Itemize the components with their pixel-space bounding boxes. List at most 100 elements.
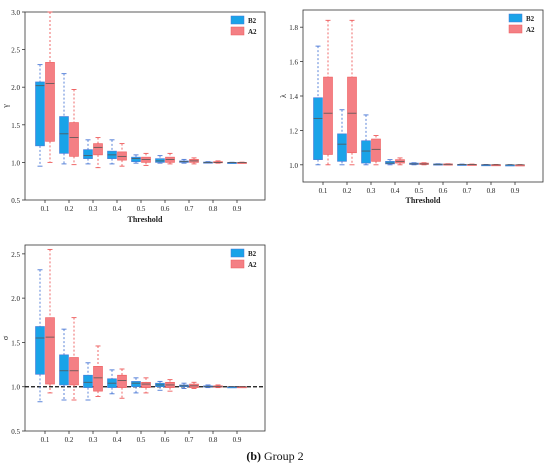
box-a2 (117, 143, 127, 167)
box-a2 (45, 248, 55, 394)
box-b2 (409, 162, 419, 166)
x-tick-label: 0.1 (41, 436, 50, 444)
y-tick-label: 1.0 (11, 384, 20, 392)
x-tick-label: 0.8 (209, 436, 218, 444)
x-axis-label: Threshold (128, 215, 164, 224)
box-a2 (45, 11, 55, 163)
box-a2 (117, 368, 127, 399)
box-a2 (419, 162, 429, 166)
y-tick-label: 2.5 (11, 47, 20, 55)
box-body (117, 374, 127, 388)
box-body (45, 62, 55, 142)
box-a2 (189, 381, 199, 389)
x-tick-label: 0.8 (209, 205, 218, 213)
box-a2 (467, 163, 477, 166)
y-tick-label: 0.5 (11, 197, 20, 205)
figure-caption: (b) Group 2 (0, 449, 550, 464)
caption-label: (b) (246, 449, 261, 463)
y-tick-label: 0.5 (11, 428, 20, 436)
box-b2 (457, 163, 467, 166)
caption-text: Group 2 (264, 449, 304, 463)
box-a2 (323, 19, 333, 166)
box-a2 (347, 19, 357, 166)
x-tick-label: 0.9 (233, 436, 242, 444)
x-tick-label: 0.4 (113, 436, 122, 444)
box-b2 (155, 380, 165, 391)
legend-label-b2: B2 (248, 250, 257, 258)
box-body (323, 76, 333, 155)
box-b2 (107, 139, 117, 165)
box-a2 (69, 89, 79, 166)
box-body (59, 116, 69, 154)
x-tick-label: 0.5 (137, 436, 146, 444)
box-b2 (361, 114, 371, 166)
box-body (93, 366, 103, 392)
x-tick-label: 0.2 (343, 187, 352, 195)
box-body (45, 317, 55, 385)
chart-panel-2: 1.0 1.2 1.4 1.6 1.8 λ 0.1 0.2 0.3 0.4 0.5 0.6 0.7 0.8… (279, 9, 544, 205)
box-b2 (35, 269, 45, 403)
x-axis-label: Threshold (406, 196, 442, 205)
box-a2 (93, 345, 103, 397)
box-a2 (165, 379, 175, 392)
box-a2 (213, 384, 223, 389)
x-tick-label: 0.7 (463, 187, 472, 195)
box-body (313, 97, 323, 160)
x-tick-label: 0.4 (113, 205, 122, 213)
box-body (131, 381, 141, 388)
legend-swatch-a2 (230, 26, 245, 36)
x-tick-label: 0.3 (89, 436, 98, 444)
box-a2 (69, 317, 79, 401)
y-axis-label: σ (1, 335, 10, 340)
box-a2 (93, 137, 103, 169)
box-b2 (505, 164, 515, 167)
box-a2 (165, 152, 175, 165)
x-tick-label: 0.8 (487, 187, 496, 195)
y-tick-label: 1.2 (289, 127, 298, 135)
legend-label-b2: B2 (526, 15, 535, 23)
box-a2 (141, 152, 151, 166)
box-body (93, 143, 103, 156)
y-tick-label: 1.6 (289, 59, 298, 67)
box-b2 (203, 384, 213, 389)
x-tick-label: 0.3 (89, 205, 98, 213)
box-body (347, 76, 357, 154)
box-a2 (237, 385, 247, 389)
box-a2 (189, 157, 199, 165)
x-tick-label: 0.2 (65, 205, 74, 213)
plot-frame (24, 11, 266, 201)
chart-panel-1: 0.5 1.0 1.5 2.0 2.5 3.0 γ 0.1 0.2 0.3 0.4 0.5 0.6 0.7… (1, 9, 266, 224)
box-b2 (59, 73, 69, 165)
box-b2 (155, 155, 165, 164)
x-tick-label: 0.5 (137, 205, 146, 213)
x-tick-label: 0.6 (161, 436, 170, 444)
x-tick-label: 0.2 (65, 436, 74, 444)
y-tick-label: 2.0 (11, 295, 20, 303)
x-tick-label: 0.4 (391, 187, 400, 195)
y-axis-label: γ (1, 104, 10, 109)
y-tick-label: 1.0 (289, 162, 298, 170)
box-b2 (59, 328, 69, 401)
box-body (83, 374, 93, 388)
y-tick-label: 2.5 (11, 251, 20, 259)
x-tick-label: 0.7 (185, 205, 194, 213)
box-b2 (481, 164, 491, 167)
box-a2 (237, 161, 247, 164)
x-tick-label: 0.1 (319, 187, 328, 195)
box-body (141, 381, 151, 388)
legend-label-b2: B2 (248, 17, 257, 25)
box-a2 (141, 377, 151, 394)
box-body (59, 354, 69, 386)
y-axis-label: λ (279, 94, 288, 98)
box-b2 (179, 382, 189, 389)
box-b2 (83, 362, 93, 401)
legend-label-a2: A2 (248, 261, 257, 269)
box-a2 (371, 135, 381, 166)
x-tick-label: 0.1 (41, 205, 50, 213)
box-a2 (213, 160, 223, 164)
box-b2 (107, 369, 117, 395)
chart-panel-3: 0.5 1.0 1.5 2.0 2.5 σ 0.1 0.2 0.3 0.4 0.5 0.6 0.7 0.8… (1, 244, 266, 444)
